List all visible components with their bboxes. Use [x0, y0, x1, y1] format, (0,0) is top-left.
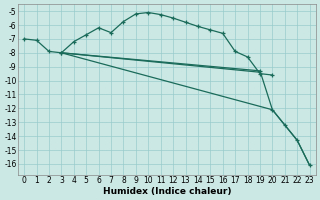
- X-axis label: Humidex (Indice chaleur): Humidex (Indice chaleur): [103, 187, 231, 196]
